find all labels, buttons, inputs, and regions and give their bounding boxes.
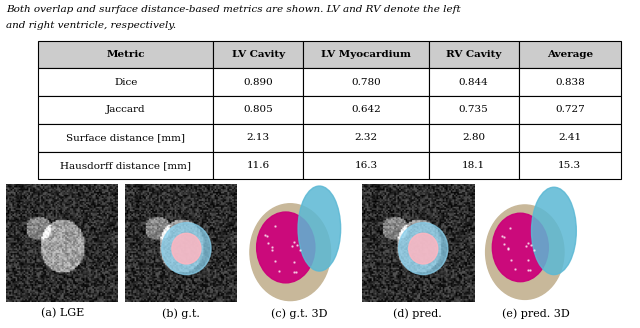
Ellipse shape [298, 186, 340, 271]
Ellipse shape [250, 204, 330, 300]
Text: (d) pred.: (d) pred. [393, 308, 442, 318]
Ellipse shape [492, 213, 548, 282]
Circle shape [399, 223, 448, 275]
Text: (e) pred. 3D: (e) pred. 3D [502, 308, 570, 318]
Ellipse shape [257, 212, 315, 283]
Text: (b) g.t.: (b) g.t. [162, 308, 200, 318]
Circle shape [172, 233, 201, 264]
Text: (c) g.t. 3D: (c) g.t. 3D [271, 308, 328, 318]
Ellipse shape [531, 187, 576, 275]
Circle shape [162, 223, 211, 275]
Text: (a) LGE: (a) LGE [41, 308, 84, 318]
Text: and right ventricle, respectively.: and right ventricle, respectively. [6, 21, 177, 30]
Circle shape [409, 233, 438, 264]
Ellipse shape [486, 205, 564, 299]
Text: Both overlap and surface distance-based metrics are shown. LV and RV denote the : Both overlap and surface distance-based … [6, 5, 461, 14]
